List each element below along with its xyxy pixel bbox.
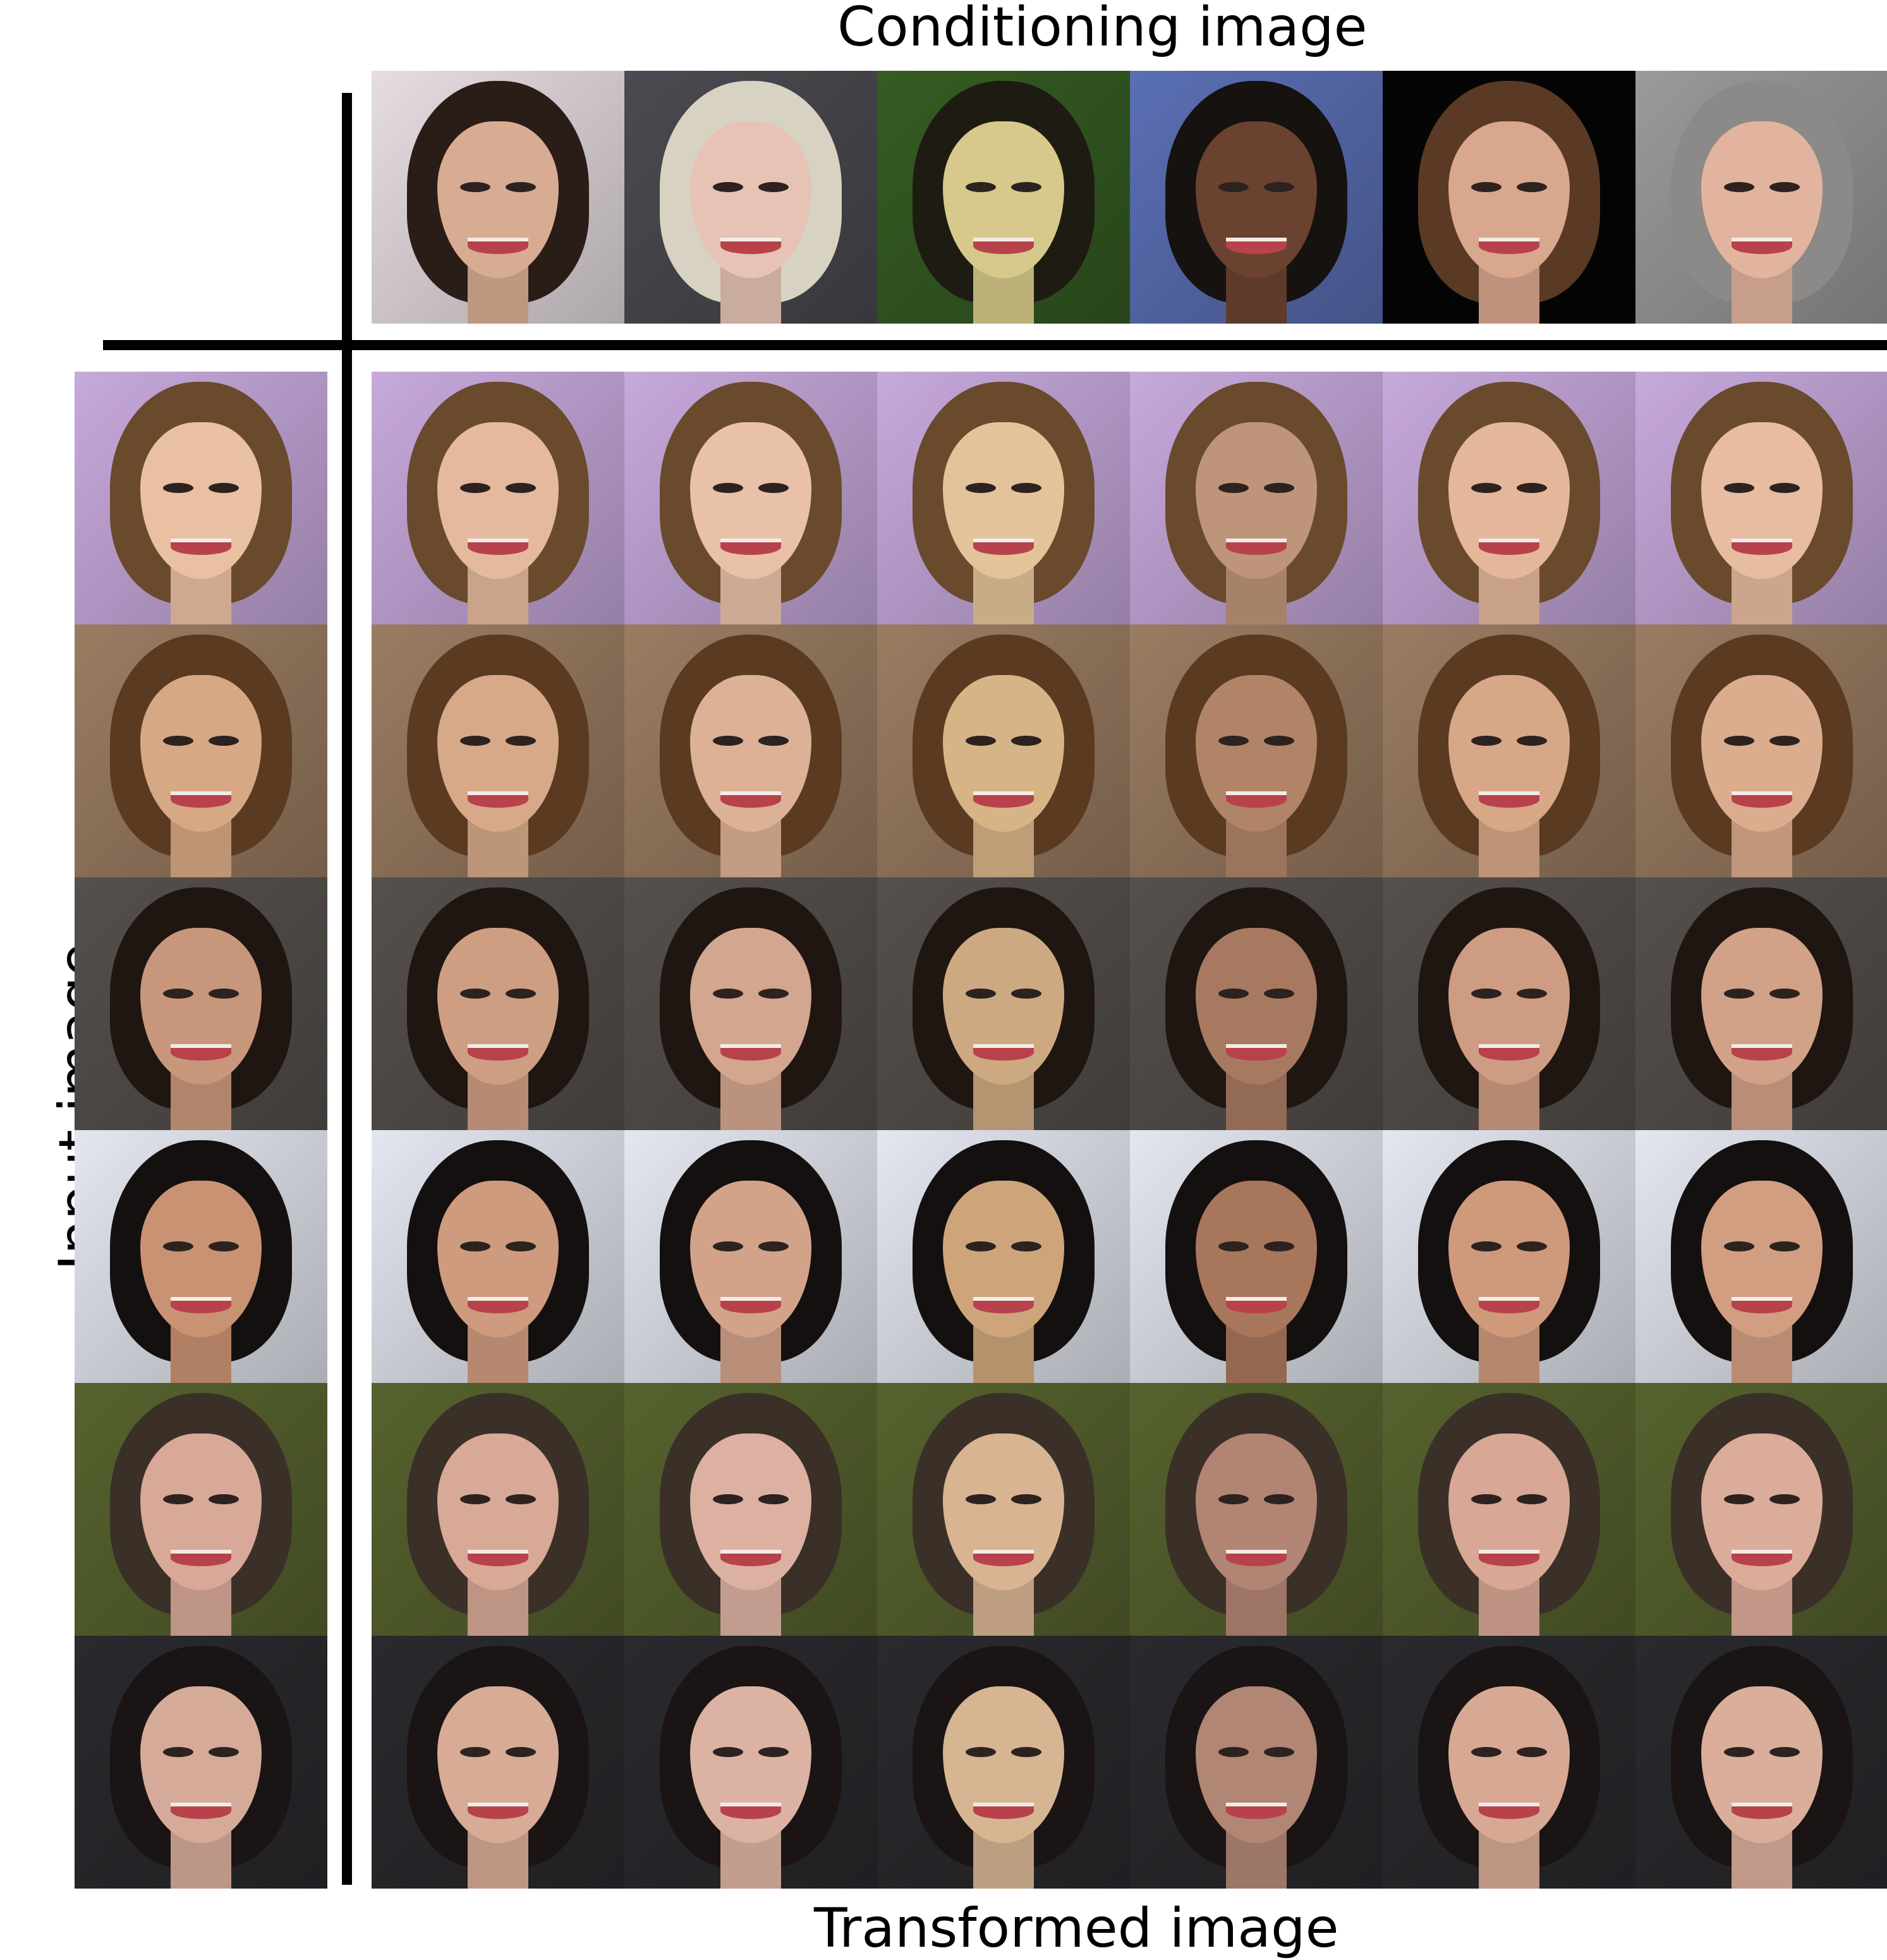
transformed-photo-r4-c1 bbox=[372, 1130, 624, 1383]
transformed-photo-r2-c2 bbox=[624, 624, 877, 877]
transformed-photo-r3-c2 bbox=[624, 877, 877, 1130]
transformed-photo-r3-c5 bbox=[1383, 877, 1635, 1130]
horizontal-divider bbox=[103, 340, 1887, 350]
input-photo-4 bbox=[75, 1130, 327, 1383]
transformed-photo-r3-c1 bbox=[372, 877, 624, 1130]
conditioning-image-title: Conditioning image bbox=[837, 0, 1368, 59]
transformed-photo-r4-c4 bbox=[1130, 1130, 1383, 1383]
transformed-photo-r3-c6 bbox=[1635, 877, 1887, 1130]
transformed-photo-r2-c6 bbox=[1635, 624, 1887, 877]
transformed-photo-r2-c5 bbox=[1383, 624, 1635, 877]
conditioning-photo-5 bbox=[1383, 71, 1635, 324]
transformed-photo-r3-c4 bbox=[1130, 877, 1383, 1130]
transformed-photo-r6-c4 bbox=[1130, 1636, 1383, 1889]
transformed-photo-r1-c1 bbox=[372, 372, 624, 624]
conditioning-photo-6 bbox=[1635, 71, 1887, 324]
input-photo-2 bbox=[75, 624, 327, 877]
transformed-photo-r4-c5 bbox=[1383, 1130, 1635, 1383]
conditioning-photo-1 bbox=[372, 71, 624, 324]
transformed-photo-r5-c5 bbox=[1383, 1383, 1635, 1636]
transformed-photo-r6-c3 bbox=[877, 1636, 1130, 1889]
conditioning-photo-2 bbox=[624, 71, 877, 324]
transformed-image-title: Transformed image bbox=[814, 1897, 1339, 1960]
transformed-photo-r4-c2 bbox=[624, 1130, 877, 1383]
transformed-photo-r2-c1 bbox=[372, 624, 624, 877]
input-photo-3 bbox=[75, 877, 327, 1130]
transformed-photo-r1-c2 bbox=[624, 372, 877, 624]
transformed-photo-r6-c5 bbox=[1383, 1636, 1635, 1889]
transformed-photo-r5-c3 bbox=[877, 1383, 1130, 1636]
transformed-photo-r5-c6 bbox=[1635, 1383, 1887, 1636]
transformed-photo-r1-c6 bbox=[1635, 372, 1887, 624]
input-photo-5 bbox=[75, 1383, 327, 1636]
transformed-photo-r4-c3 bbox=[877, 1130, 1130, 1383]
transformed-photo-r5-c2 bbox=[624, 1383, 877, 1636]
transformed-photo-r1-c4 bbox=[1130, 372, 1383, 624]
transformed-photo-r6-c2 bbox=[624, 1636, 877, 1889]
transformed-photo-r1-c3 bbox=[877, 372, 1130, 624]
transformed-photo-r5-c4 bbox=[1130, 1383, 1383, 1636]
vertical-divider bbox=[342, 93, 352, 1885]
transformed-photo-r6-c6 bbox=[1635, 1636, 1887, 1889]
transformed-photo-r4-c6 bbox=[1635, 1130, 1887, 1383]
transformed-photo-r3-c3 bbox=[877, 877, 1130, 1130]
transformed-photo-r5-c1 bbox=[372, 1383, 624, 1636]
conditioning-photo-4 bbox=[1130, 71, 1383, 324]
transformed-photo-r2-c3 bbox=[877, 624, 1130, 877]
transformed-photo-r1-c5 bbox=[1383, 372, 1635, 624]
conditioning-photo-3 bbox=[877, 71, 1130, 324]
input-photo-1 bbox=[75, 372, 327, 624]
input-photo-6 bbox=[75, 1636, 327, 1889]
transformed-photo-r2-c4 bbox=[1130, 624, 1383, 877]
transformed-photo-r6-c1 bbox=[372, 1636, 624, 1889]
